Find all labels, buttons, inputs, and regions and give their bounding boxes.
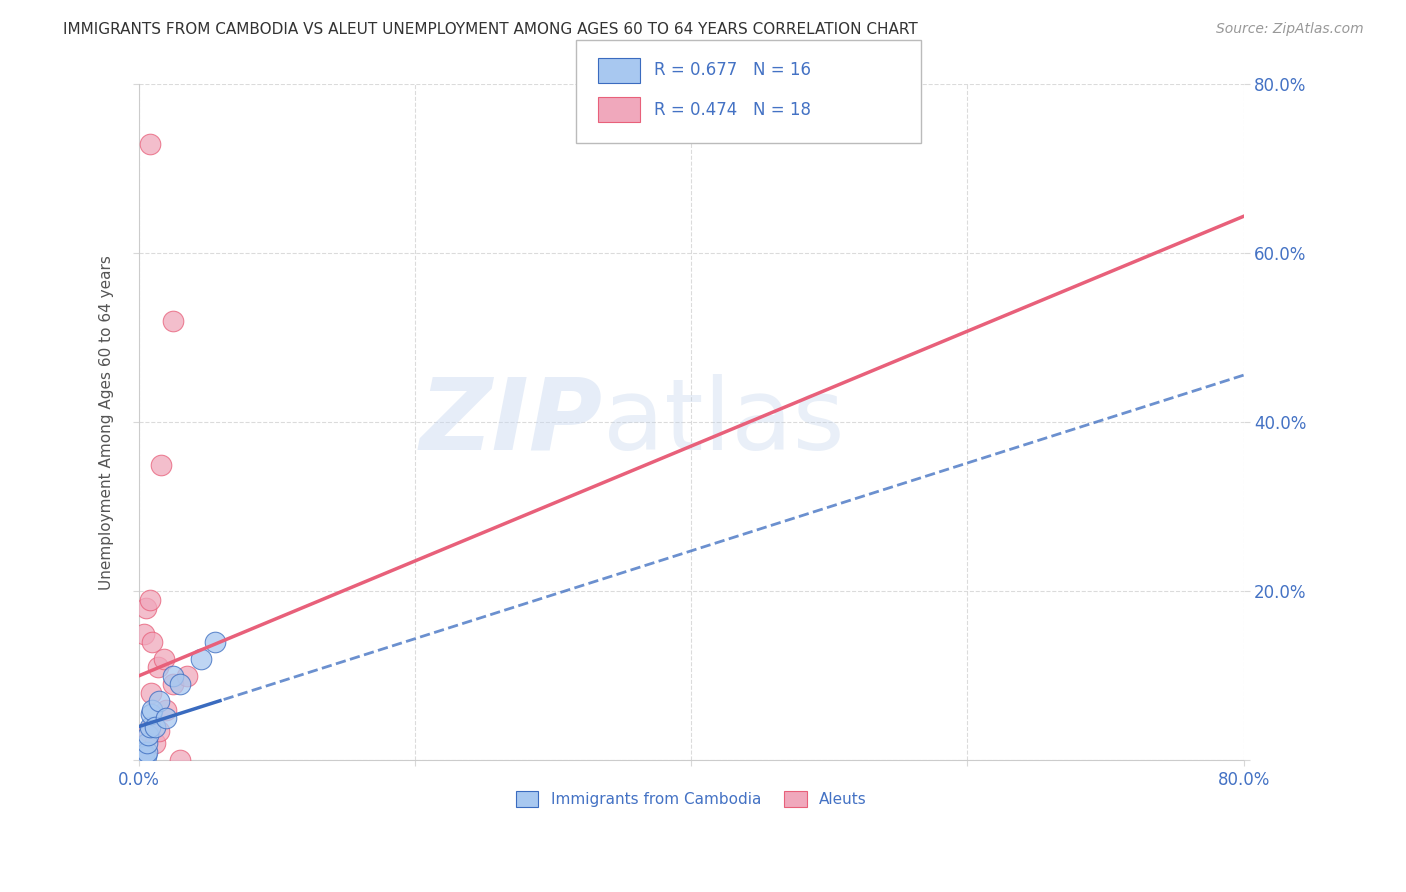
Point — [152, 652, 174, 666]
Text: IMMIGRANTS FROM CAMBODIA VS ALEUT UNEMPLOYMENT AMONG AGES 60 TO 64 YEARS CORRELA: IMMIGRANTS FROM CAMBODIA VS ALEUT UNEMPL… — [63, 22, 918, 37]
Point — [131, 753, 153, 767]
Point — [143, 737, 166, 751]
Point — [204, 635, 226, 649]
Point — [132, 753, 155, 767]
Text: ZIP: ZIP — [420, 374, 603, 471]
Point — [132, 753, 155, 767]
Point — [136, 745, 159, 759]
Point — [141, 635, 163, 649]
Text: atlas: atlas — [603, 374, 845, 471]
Point — [155, 711, 177, 725]
Point — [148, 694, 170, 708]
Y-axis label: Unemployment Among Ages 60 to 64 years: Unemployment Among Ages 60 to 64 years — [100, 255, 114, 590]
Point — [129, 753, 152, 767]
Point — [143, 720, 166, 734]
Point — [148, 723, 170, 738]
Point — [176, 669, 198, 683]
Point — [146, 660, 169, 674]
Point — [139, 686, 162, 700]
Point — [190, 652, 212, 666]
Point — [138, 136, 160, 151]
Point — [169, 753, 191, 767]
Point — [136, 737, 159, 751]
Point — [138, 720, 160, 734]
Point — [138, 723, 160, 738]
Point — [134, 626, 156, 640]
Legend: Immigrants from Cambodia, Aleuts: Immigrants from Cambodia, Aleuts — [509, 785, 873, 814]
Point — [155, 703, 177, 717]
Text: Source: ZipAtlas.com: Source: ZipAtlas.com — [1216, 22, 1364, 37]
Point — [135, 749, 157, 764]
Point — [135, 601, 157, 615]
Point — [131, 749, 153, 764]
Point — [139, 706, 162, 721]
Point — [162, 677, 184, 691]
Text: R = 0.474   N = 18: R = 0.474 N = 18 — [654, 101, 811, 119]
Text: R = 0.677   N = 16: R = 0.677 N = 16 — [654, 62, 811, 79]
Point — [141, 703, 163, 717]
Point — [162, 314, 184, 328]
Point — [149, 458, 172, 472]
Point — [138, 728, 160, 742]
Point — [169, 677, 191, 691]
Point — [134, 749, 156, 764]
Point — [162, 669, 184, 683]
Point — [129, 753, 152, 767]
Point — [132, 745, 155, 759]
Point — [138, 592, 160, 607]
